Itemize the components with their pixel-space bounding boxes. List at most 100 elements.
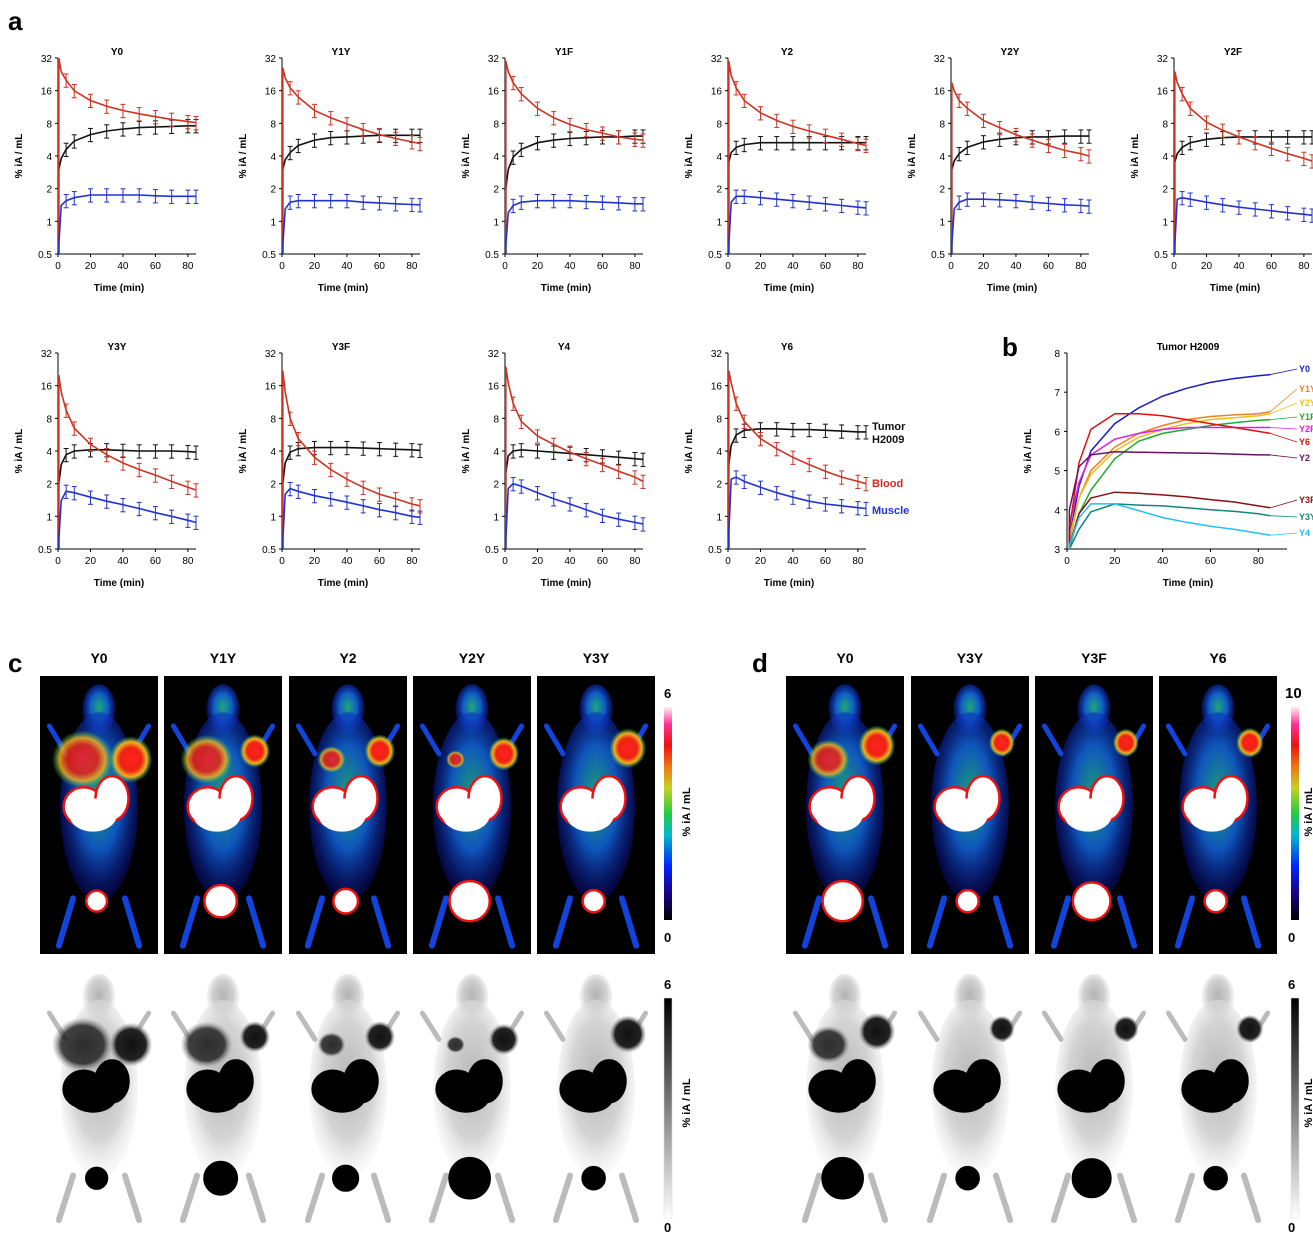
tumor-uptake: [1112, 728, 1139, 757]
x-tick-label: 60: [597, 261, 609, 272]
y-tick-label: 16: [488, 87, 500, 98]
x-tick-label: 80: [852, 261, 864, 272]
series-line-y1f: [1068, 418, 1271, 550]
colorbar-c-color-min: 0: [664, 930, 671, 945]
series-line-y4: [1068, 503, 1271, 549]
chart-title: Y2Y: [1001, 47, 1020, 58]
chart-y1f: 0.5 1 2 4 8 16 32 0 20 40 60 80 Y1F Time (min) % iA / …: [461, 47, 646, 294]
colorbar-d-color-label: % iA / mL: [1303, 787, 1313, 836]
mouse-limb: [867, 1172, 889, 1224]
y-tick-label: 1: [46, 512, 52, 523]
y-axis-label: % iA / mL: [461, 429, 472, 474]
image-label-c-y1y: Y1Y: [210, 650, 237, 666]
mouse-limb: [1041, 1010, 1064, 1042]
x-tick-label: 20: [1201, 261, 1213, 272]
y-tick-label: 0.5: [485, 545, 499, 556]
y-tick-label: 2: [46, 480, 52, 491]
mouse-limb: [494, 1172, 516, 1224]
y-tick-label: 0.5: [485, 250, 499, 261]
x-tick-label: 60: [150, 261, 162, 272]
mouse-limb: [428, 895, 450, 949]
x-tick-label: 80: [852, 556, 864, 567]
y-tick-label: 1: [46, 217, 52, 228]
y-tick-label: 4: [716, 152, 722, 163]
pet-gray-c-y1y: [170, 973, 276, 1224]
mouse-limb: [992, 895, 1014, 949]
x-tick-label: 60: [374, 261, 386, 272]
y-tick-label: 32: [41, 349, 53, 360]
y-axis-label: % iA / mL: [907, 134, 918, 179]
kidney-fill: [442, 798, 490, 832]
series-line-blood: [282, 67, 421, 254]
x-axis-label: Time (min): [1210, 283, 1260, 294]
colorbar-d-gray: 6 0 % iA / mL: [1288, 977, 1313, 1234]
colorbar-d-gray-min: 0: [1288, 1220, 1295, 1234]
pet-color-d-y3f: [1035, 676, 1153, 954]
kidney-fill: [815, 1081, 863, 1113]
mouse-limb: [419, 723, 442, 757]
mouse-limb: [917, 723, 940, 757]
mouse-limb: [55, 1172, 77, 1224]
y-tick-label: 32: [488, 349, 500, 360]
y-tick-label: 3: [1054, 545, 1060, 556]
mouse-limb: [179, 895, 201, 949]
y-tick-label: 2: [716, 185, 722, 196]
y-tick-label: 0.5: [262, 545, 276, 556]
x-axis-label: Time (min): [764, 578, 814, 589]
x-tick-label: 20: [532, 556, 544, 567]
series-line-muscle: [58, 490, 197, 549]
series-line-muscle: [1174, 196, 1313, 254]
colorbar-c-color-label: % iA / mL: [681, 787, 693, 836]
tumor-uptake: [239, 1021, 271, 1053]
y-tick-label: 8: [46, 119, 52, 130]
mouse-limb: [179, 1172, 201, 1224]
chart-y6: 0.5 1 2 4 8 16 32 0 20 40 60 80 Y6 Time (min) % iA / m…: [684, 342, 869, 589]
legend-leader: [1270, 402, 1298, 415]
y-tick-label: 1: [493, 512, 499, 523]
x-axis-label: Time (min): [987, 283, 1037, 294]
liver-uptake: [180, 1021, 233, 1068]
mouse-limb: [543, 723, 566, 757]
y-tick-label: 2: [1162, 185, 1168, 196]
x-tick-label: 40: [117, 261, 129, 272]
x-tick-label: 60: [597, 556, 609, 567]
y-tick-label: 4: [1162, 152, 1168, 163]
x-axis-label: Time (min): [318, 283, 368, 294]
tumor-uptake: [364, 734, 396, 768]
chart-y2: 0.5 1 2 4 8 16 32 0 20 40 60 80 Y2 Time (min) % iA / m…: [684, 47, 869, 294]
y-tick-label: 1: [270, 217, 276, 228]
x-tick-label: 20: [85, 261, 97, 272]
mouse-limb: [543, 1010, 566, 1042]
bladder: [85, 889, 109, 913]
legend-leader: [1270, 427, 1298, 430]
series-line-y0: [1068, 373, 1271, 549]
y-tick-label: 32: [265, 349, 277, 360]
series-line-y3y: [1068, 503, 1271, 550]
y-tick-label: 8: [270, 414, 276, 425]
y-tick-label: 16: [41, 382, 53, 393]
image-label-c-y2y: Y2Y: [459, 650, 486, 666]
mouse-limb: [801, 895, 823, 949]
series-line-blood: [58, 57, 197, 254]
panel-c-images: Y0 Y1Y Y2 Y2Y Y3Y: [40, 650, 655, 1224]
series-line-blood: [505, 60, 644, 254]
bladder: [332, 1164, 360, 1192]
liver-uptake: [807, 739, 850, 780]
series-line-tumor-h2009: [282, 134, 420, 254]
panel-d-images: Y0 Y3Y Y3F Y6: [786, 650, 1277, 1224]
series-line-blood: [728, 370, 867, 549]
y-tick-label: 2: [493, 185, 499, 196]
pet-color-c-y1y: [164, 676, 282, 954]
y-tick-label: 2: [493, 480, 499, 491]
pet-gray-c-y2: [295, 973, 401, 1224]
pet-color-c-y3y: [537, 676, 655, 954]
kidney-fill: [193, 1081, 241, 1113]
y-tick-label: 0.5: [1154, 250, 1168, 261]
y-axis-label: % iA / mL: [14, 134, 25, 179]
tumor-uptake: [1236, 1014, 1264, 1044]
colorbar-c-gray: 6 0 % iA / mL: [663, 977, 693, 1234]
y-tick-label: 0.5: [262, 250, 276, 261]
image-label-d-y6: Y6: [1209, 650, 1226, 666]
kidney-fill: [69, 798, 117, 832]
mouse-limb: [552, 1172, 574, 1224]
